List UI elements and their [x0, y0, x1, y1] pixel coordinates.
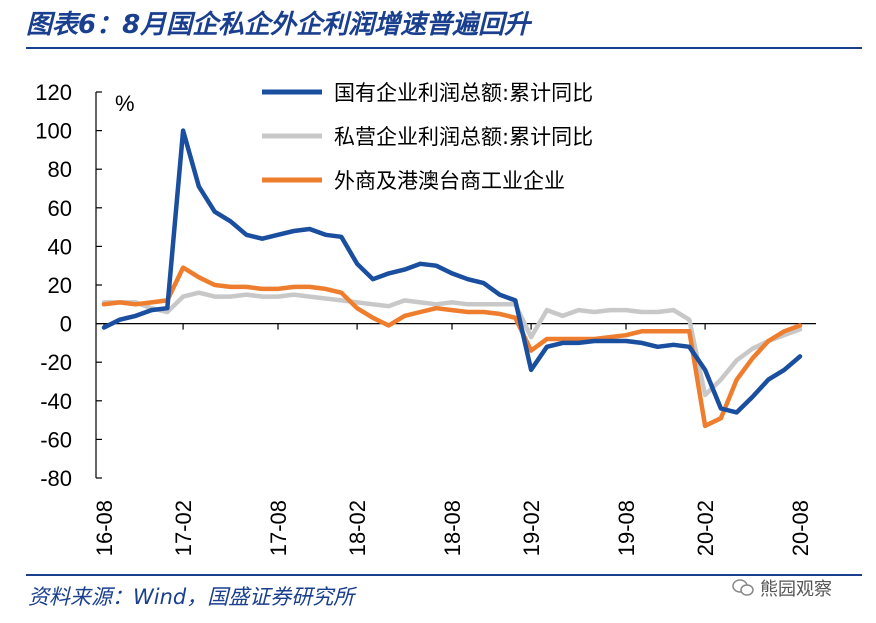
x-tick-label: 18-02: [345, 500, 370, 556]
x-tick-label: 20-08: [788, 500, 813, 556]
x-tick-label: 20-02: [693, 500, 718, 556]
y-tick-label: 40: [48, 234, 72, 259]
bottom-divider: [26, 574, 862, 576]
x-axis: 16-08 17-02 17-08 18-02 18-08 19-02 19-08 20-02…: [92, 323, 816, 556]
series-line-0: [101, 128, 803, 415]
y-tick-label: 0: [60, 312, 72, 337]
x-tick-label: 17-08: [266, 500, 291, 556]
source-note: 资料来源：Wind，国盛证券研究所: [28, 585, 355, 609]
y-tick-label: 100: [35, 119, 72, 144]
y-tick-label: 120: [35, 80, 72, 105]
x-tick-label: 19-02: [519, 500, 544, 556]
x-tick-label: 19-08: [614, 500, 639, 556]
series-line-1: [101, 290, 803, 398]
watermark: 熊园观察: [732, 575, 832, 601]
x-tick-label: 17-02: [171, 500, 196, 556]
watermark-text: 熊园观察: [760, 579, 832, 600]
y-tick-label: 20: [48, 273, 72, 298]
wechat-icon: [732, 579, 754, 596]
series-lines: [101, 128, 803, 429]
x-tick-label: 18-08: [440, 500, 465, 556]
series-line-2: [101, 265, 803, 429]
y-tick-label: 80: [48, 157, 72, 182]
y-tick-label: 60: [48, 196, 72, 221]
top-divider: [26, 47, 862, 49]
y-tick-label: -20: [40, 350, 72, 375]
legend-label: 外商及港澳台商工业企业: [334, 169, 565, 193]
y-tick-label: -60: [40, 427, 72, 452]
y-tick-label: -80: [40, 466, 72, 491]
legend-label: 国有企业利润总额:累计同比: [334, 81, 593, 105]
figure-title: 图表6：8月国企私企外企利润增速普遍回升: [26, 10, 531, 40]
y-tick-label: -40: [40, 389, 72, 414]
y-unit-label: %: [115, 91, 135, 116]
line-chart: -80 -60 -40 -20 0 20 40 60 80 100 120 16-08 17-02 17…: [35, 80, 816, 556]
y-axis: -80 -60 -40 -20 0 20 40 60 80 100 120: [35, 80, 102, 491]
x-tick-label: 16-08: [92, 500, 117, 556]
legend-label: 私营企业利润总额:累计同比: [334, 125, 593, 149]
